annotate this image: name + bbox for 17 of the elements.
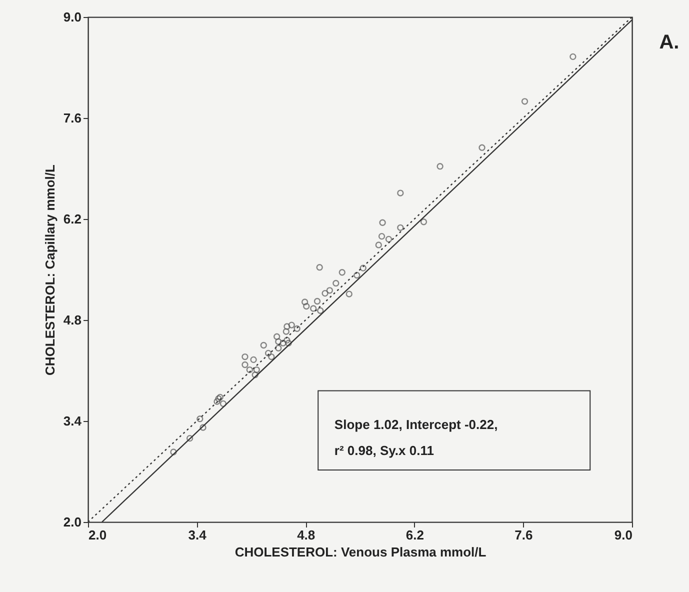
- text: A.: [659, 31, 680, 54]
- y-tick-label: 7.6: [63, 110, 82, 126]
- annotation: r² 0.98, Sy.x 0.11: [334, 443, 434, 458]
- y-tick-label: 9.0: [63, 10, 82, 24]
- x-tick-label: 3.4: [188, 528, 208, 542]
- y-tick-label: 6.2: [63, 212, 82, 226]
- y-tick-label: 3.4: [63, 414, 82, 428]
- x-tick-label: 7.6: [514, 528, 533, 542]
- x-tick-label: 9.0: [614, 528, 632, 542]
- x-axis-title: CHOLESTEROL: Venous Plasma mmol/L: [234, 544, 486, 560]
- y-tick-label: 4.8: [63, 312, 82, 328]
- annotation: Slope 1.02, Intercept -0.22,: [334, 416, 498, 432]
- y-axis-title: CHOLESTEROL: Capillary mmol/L: [42, 164, 58, 376]
- y-tick-label: 2.0: [63, 514, 82, 530]
- x-tick-label: 4.8: [297, 528, 316, 542]
- x-tick-label: 2.0: [88, 528, 107, 542]
- x-tick-label: 6.2: [406, 528, 424, 542]
